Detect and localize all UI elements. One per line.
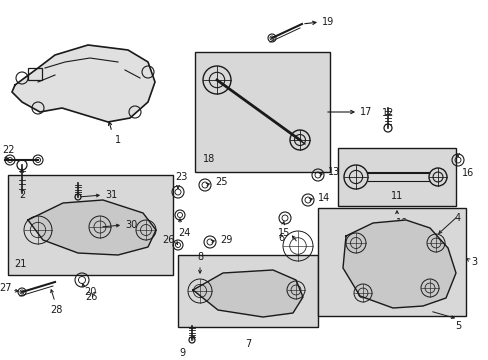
Text: 25: 25 [215, 177, 227, 187]
Text: 15: 15 [278, 228, 290, 238]
Text: 4: 4 [454, 213, 460, 223]
Text: 5: 5 [454, 321, 460, 331]
Bar [178, 255, 317, 327]
Text: 9: 9 [179, 348, 184, 358]
Polygon shape [12, 45, 155, 122]
Text: 26: 26 [85, 292, 97, 302]
Polygon shape [342, 220, 455, 308]
Text: 24: 24 [178, 228, 190, 238]
Text: 7: 7 [244, 339, 251, 349]
Text: 13: 13 [327, 167, 340, 177]
Bar [317, 208, 465, 316]
Text: 8: 8 [197, 252, 203, 262]
Text: 20: 20 [83, 287, 96, 297]
Text: 27: 27 [0, 283, 12, 293]
Text: 11: 11 [390, 191, 402, 201]
Text: 23: 23 [175, 172, 187, 182]
Polygon shape [28, 200, 156, 255]
Text: 17: 17 [359, 107, 372, 117]
Bar [337, 148, 455, 206]
Text: 16: 16 [461, 168, 473, 178]
Text: 26: 26 [163, 235, 175, 245]
Text: 30: 30 [125, 220, 137, 230]
Text: 29: 29 [220, 235, 232, 245]
Text: 3: 3 [470, 257, 476, 267]
Text: 12: 12 [381, 108, 393, 118]
Bar [28, 68, 42, 80]
Bar [8, 175, 173, 275]
Text: 19: 19 [321, 17, 334, 27]
Text: 22: 22 [2, 145, 15, 155]
Text: 1: 1 [115, 135, 121, 145]
Text: 18: 18 [203, 154, 215, 164]
Text: 31: 31 [105, 190, 117, 200]
Text: 6: 6 [278, 233, 284, 243]
Text: 21: 21 [14, 259, 26, 269]
Bar [195, 52, 329, 172]
Text: 28: 28 [50, 305, 62, 315]
Text: 14: 14 [317, 193, 329, 203]
Text: 2: 2 [19, 190, 25, 200]
Text: 10: 10 [395, 218, 407, 228]
Polygon shape [193, 270, 303, 317]
